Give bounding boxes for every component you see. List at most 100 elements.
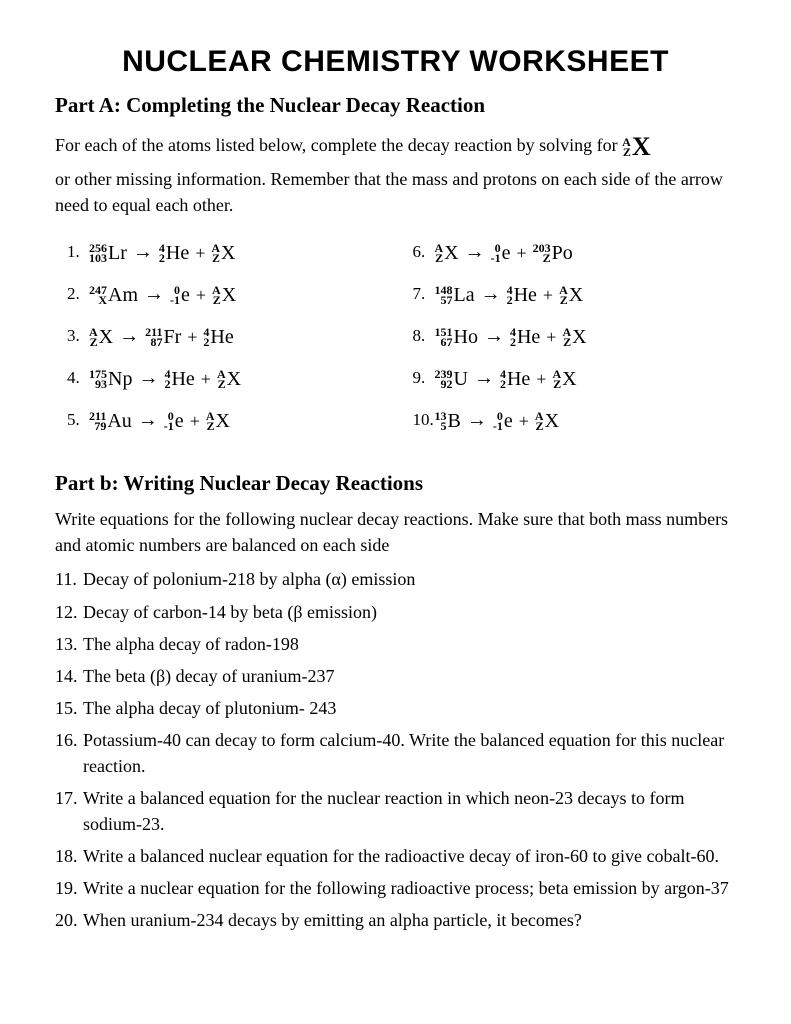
item-text: Decay of carbon-14 by beta (β emission) [83, 599, 736, 625]
atomic-number: Z [435, 253, 444, 263]
iso-nums: 15167 [435, 327, 453, 347]
plus-sign: + [190, 408, 200, 434]
item-number: 13. [55, 631, 83, 657]
iso-nums: 21187 [145, 327, 162, 347]
atomic-number: 2 [507, 295, 513, 305]
plus-sign: + [543, 282, 553, 308]
isotope-X: AZX [552, 364, 576, 393]
isotope-Am: 247XAm [89, 280, 138, 309]
iso-nums: AZ [212, 285, 221, 305]
item-text: Decay of polonium-218 by alpha (α) emiss… [83, 566, 736, 592]
page-title: Nuclear Chemistry Worksheet [55, 40, 736, 84]
isotope-X: AZX [212, 280, 236, 309]
iso-nums: 23992 [435, 369, 453, 389]
item-number: 20. [55, 907, 83, 933]
item-number: 17. [55, 785, 83, 837]
iso-nums: 247X [89, 285, 107, 305]
element-symbol: He [166, 239, 189, 268]
arrow-icon: → [119, 322, 139, 351]
element-symbol: La [454, 281, 475, 310]
isotope-He: 42He [510, 322, 540, 351]
element-symbol: He [171, 365, 194, 394]
item-number: 12. [55, 599, 83, 625]
element-symbol: Am [108, 281, 138, 310]
atomic-number: Z [217, 379, 226, 389]
iso-nums: AZ [535, 411, 544, 431]
iso-nums: 42 [510, 327, 516, 347]
isotope-B: 135B [435, 406, 461, 435]
item-text: When uranium-234 decays by emitting an a… [83, 907, 736, 933]
item-text: Write a balanced nuclear equation for th… [83, 843, 736, 869]
equation-row: 3.AZX→21187Fr+42He [55, 322, 391, 352]
iso-nums: 42 [164, 369, 170, 389]
atomic-number: 2 [500, 379, 506, 389]
iso-nums: AZ [217, 369, 226, 389]
plus-sign: + [195, 240, 205, 266]
atomic-number: 2 [164, 379, 170, 389]
plus-sign: + [187, 324, 197, 350]
iso-nums: 21179 [89, 411, 106, 431]
list-item: 11.Decay of polonium-218 by alpha (α) em… [55, 566, 736, 592]
instr-pre: For each of the atoms listed below, comp… [55, 135, 622, 155]
item-number: 14. [55, 663, 83, 689]
equations-right-col: 6.AZX→0-1e+203ZPo7.14857La→42He+AZX8.151… [401, 226, 737, 448]
iso-nums: 203Z [533, 243, 551, 263]
iso-nums: 0-1 [164, 411, 174, 431]
element-symbol: He [507, 365, 530, 394]
iso-nums: 0-1 [170, 285, 180, 305]
isotope-X: AZX [206, 406, 230, 435]
element-symbol: X [562, 365, 576, 394]
equation-number: 3. [67, 324, 89, 349]
isotope-Np: 17593Np [89, 364, 132, 393]
item-text: The alpha decay of plutonium- 243 [83, 695, 736, 721]
list-item: 13.The alpha decay of radon-198 [55, 631, 736, 657]
atomic-number: 2 [510, 337, 516, 347]
plus-sign: + [517, 240, 527, 266]
isotope-He: 42He [164, 364, 194, 393]
element-symbol: He [517, 323, 540, 352]
iso-nums: A Z [622, 137, 631, 157]
isotope-X: AZX [559, 280, 583, 309]
isotope-e: 0-1e [164, 406, 184, 435]
equation-number: 1. [67, 240, 89, 265]
isotope-He: 42He [203, 322, 233, 351]
iso-nums: 0-1 [493, 411, 503, 431]
atomic-number: Z [211, 253, 220, 263]
item-number: 15. [55, 695, 83, 721]
atomic-number: Z [552, 379, 561, 389]
equation-number: 10. [413, 408, 435, 433]
atomic-number: Z [89, 337, 98, 347]
item-number: 16. [55, 727, 83, 779]
isotope-X: AZX [211, 238, 235, 267]
atomic-number: Z [622, 147, 631, 157]
equation-row: 4.17593Np→42He+AZX [55, 364, 391, 394]
list-item: 17.Write a balanced equation for the nuc… [55, 785, 736, 837]
iso-nums: 42 [507, 285, 513, 305]
item-text: The beta (β) decay of uranium-237 [83, 663, 736, 689]
isotope-Fr: 21187Fr [145, 322, 181, 351]
element-symbol: X [99, 323, 113, 352]
instr-post: or other missing information. Remember t… [55, 169, 723, 215]
element-symbol: X [216, 407, 230, 436]
part-b-instructions: Write equations for the following nuclea… [55, 506, 736, 558]
isotope-He: 42He [159, 238, 189, 267]
equation-row: 7.14857La→42He+AZX [401, 280, 737, 310]
isotope-He: 42He [507, 280, 537, 309]
iso-nums: 42 [203, 327, 209, 347]
equation-number: 4. [67, 366, 89, 391]
iso-nums: AZ [435, 243, 444, 263]
iso-nums: 14857 [435, 285, 453, 305]
arrow-icon: → [138, 364, 158, 393]
item-number: 11. [55, 566, 83, 592]
isotope-e: 0-1e [170, 280, 190, 309]
equation-number: 5. [67, 408, 89, 433]
iso-nums: AZ [559, 285, 568, 305]
element-symbol: X [444, 239, 458, 268]
element-symbol: He [514, 281, 537, 310]
arrow-icon: → [484, 322, 504, 351]
iso-nums: 42 [500, 369, 506, 389]
isotope-X: AZX [217, 364, 241, 393]
equation-row: 2.247XAm→0-1e+AZX [55, 280, 391, 310]
arrow-icon: → [474, 364, 494, 393]
element-symbol: He [210, 323, 233, 352]
